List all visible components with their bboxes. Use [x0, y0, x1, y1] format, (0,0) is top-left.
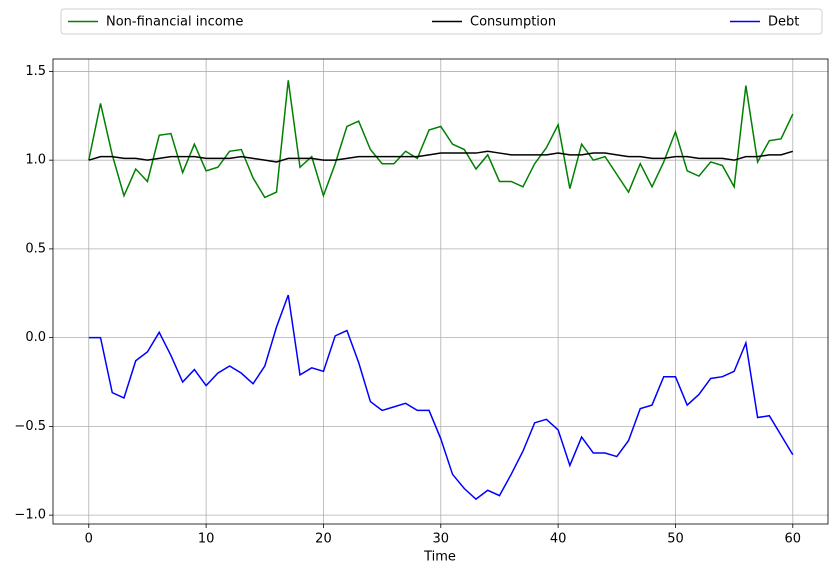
x-tick-label: 50 — [667, 532, 684, 547]
y-tick-label: 0.5 — [25, 241, 46, 256]
x-tick-label: 60 — [785, 532, 802, 547]
series-line — [88, 294, 794, 501]
y-tick-label: −0.5 — [14, 419, 46, 434]
series-line — [88, 150, 794, 163]
y-tick-label: 1.0 — [25, 153, 46, 168]
plot-frame — [52, 58, 829, 525]
legend-label: Non-financial income — [106, 15, 243, 30]
x-tick-label: 20 — [315, 532, 332, 547]
x-tick-label: 30 — [433, 532, 450, 547]
y-tick-label: 0.0 — [25, 330, 46, 345]
legend-label: Debt — [768, 15, 799, 30]
y-tick-label: −1.0 — [14, 508, 46, 523]
x-axis-label: Time — [423, 550, 456, 565]
x-tick-label: 40 — [550, 532, 567, 547]
legend-label: Consumption — [470, 15, 556, 30]
x-tick-label: 10 — [198, 532, 215, 547]
y-tick-label: 1.5 — [25, 64, 46, 79]
x-tick-label: 0 — [85, 532, 93, 547]
series-line — [88, 80, 794, 199]
